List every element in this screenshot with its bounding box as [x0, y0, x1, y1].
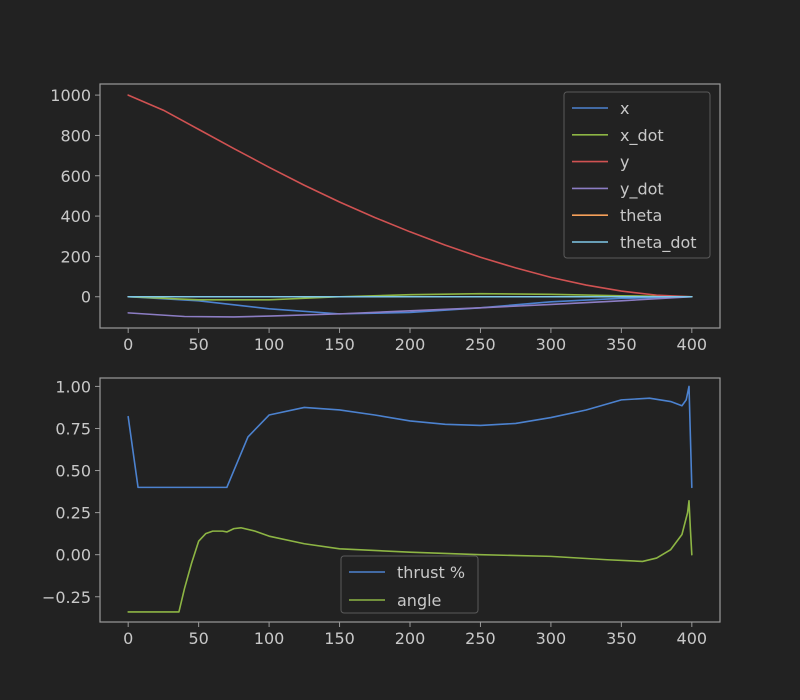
top-y-tick-label: 400: [60, 207, 91, 226]
top-x-tick-label: 50: [188, 335, 208, 354]
top-line-x: [127, 295, 693, 315]
top-x-tick-label: 300: [536, 335, 567, 354]
top-legend-label: theta_dot: [620, 233, 697, 253]
bottom-series-lines: [127, 385, 693, 613]
top-legend-label: theta: [620, 206, 662, 225]
top-y-tick-label: 0: [81, 288, 91, 307]
top-x-tick-label: 100: [254, 335, 285, 354]
top-x-axis: 0 50 100 150 200 250 300 350 400: [123, 328, 707, 354]
bottom-x-tick-label: 400: [677, 629, 708, 648]
bottom-x-tick-label: 50: [188, 629, 208, 648]
bottom-x-tick-label: 250: [465, 629, 496, 648]
bottom-legend-label: thrust %: [397, 563, 465, 582]
state-plot: 0 50 100 150 200 250 300 350 400 0 200 400 600 800 100…: [50, 83, 721, 354]
top-legend-label: x_dot: [620, 126, 664, 146]
bottom-x-tick-label: 150: [324, 629, 355, 648]
bottom-x-tick-label: 0: [123, 629, 133, 648]
top-x-tick-label: 0: [123, 335, 133, 354]
top-y-tick-label: 800: [60, 126, 91, 145]
bottom-legend-label: angle: [397, 591, 441, 610]
control-plot: 0 50 100 150 200 250 300 350 400 −0.25 0.00 0.25 0.5…: [42, 377, 721, 648]
top-legend-label: x: [620, 99, 629, 118]
bottom-line-thrust: [127, 385, 693, 489]
top-x-tick-label: 400: [677, 335, 708, 354]
bottom-x-tick-label: 100: [254, 629, 285, 648]
top-x-tick-label: 200: [395, 335, 426, 354]
top-x-tick-label: 350: [606, 335, 637, 354]
bottom-x-tick-label: 200: [395, 629, 426, 648]
bottom-y-tick-label: 0.75: [55, 419, 91, 438]
top-y-axis: 0 200 400 600 800 1000: [50, 86, 100, 307]
bottom-y-tick-label: 0.00: [55, 546, 91, 565]
top-line-x-dot: [127, 292, 693, 301]
top-x-tick-label: 150: [324, 335, 355, 354]
top-line-y-dot: [127, 295, 693, 318]
top-y-tick-label: 600: [60, 167, 91, 186]
bottom-y-tick-label: 0.50: [55, 462, 91, 481]
bottom-y-tick-label: 1.00: [55, 377, 91, 396]
bottom-x-tick-label: 350: [606, 629, 637, 648]
top-legend-box: [563, 91, 711, 259]
bottom-legend: thrust % angle: [340, 555, 479, 614]
top-series-lines: [127, 94, 693, 318]
top-y-tick-label: 200: [60, 247, 91, 266]
bottom-x-tick-label: 300: [536, 629, 567, 648]
top-line-y: [127, 94, 693, 298]
bottom-line-angle: [127, 500, 693, 613]
top-legend-label: y_dot: [620, 179, 664, 199]
bottom-legend-box: [340, 555, 479, 614]
bottom-y-tick-label: 0.25: [55, 504, 91, 523]
top-x-tick-label: 250: [465, 335, 496, 354]
top-y-tick-label: 1000: [50, 86, 91, 105]
bottom-y-axis: −0.25 0.00 0.25 0.50 0.75 1.00: [42, 377, 100, 607]
bottom-y-tick-label: −0.25: [42, 588, 91, 607]
top-legend-label: y: [620, 153, 629, 172]
bottom-x-axis: 0 50 100 150 200 250 300 350 400: [123, 622, 707, 648]
